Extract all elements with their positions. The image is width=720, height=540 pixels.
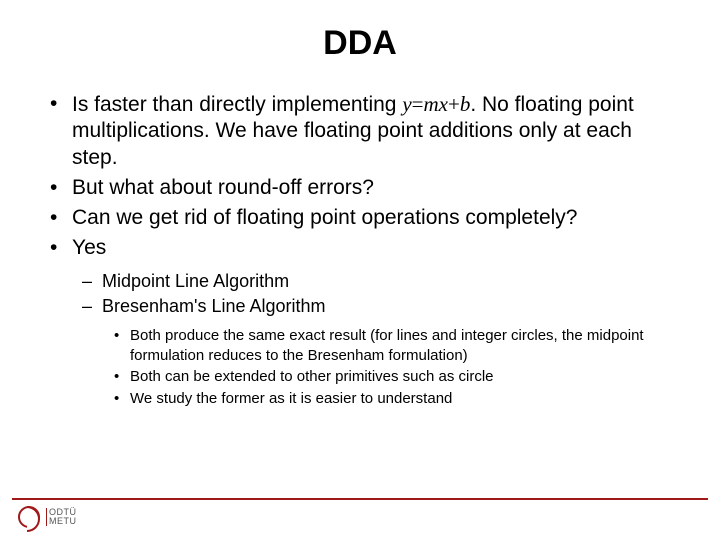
logo-text: ODTÜ METU [46, 508, 77, 526]
bullet-item: Is faster than directly implementing y=m… [40, 91, 680, 171]
logo-icon [18, 506, 40, 528]
footer-divider [12, 498, 708, 500]
bullet-text-pre: Is faster than directly implementing [72, 93, 402, 116]
bullet-text: Midpoint Line Algorithm [102, 271, 289, 291]
footer-logo: ODTÜ METU [0, 506, 720, 528]
bullet-item: Yes Midpoint Line Algorithm Bresenham's … [40, 235, 680, 408]
bullet-text: Can we get rid of floating point operati… [72, 206, 577, 229]
bullet-item: Bresenham's Line Algorithm Both produce … [72, 295, 680, 408]
bullet-list-lvl1: Is faster than directly implementing y=m… [40, 91, 680, 408]
bullet-item: Both can be extended to other primitives… [102, 367, 680, 387]
formula-b: b [460, 92, 471, 116]
slide-footer: ODTÜ METU [0, 498, 720, 528]
bullet-item: Midpoint Line Algorithm [72, 270, 680, 293]
bullet-text: Both produce the same exact result (for … [130, 327, 644, 364]
bullet-item: But what about round-off errors? [40, 175, 680, 201]
bullet-item: We study the former as it is easier to u… [102, 389, 680, 409]
logo-sep-icon [46, 517, 47, 526]
bullet-text: We study the former as it is easier to u… [130, 390, 452, 407]
formula-y: y [402, 92, 411, 116]
logo-bottom: METU [49, 516, 77, 526]
slide: DDA Is faster than directly implementing… [0, 0, 720, 540]
formula-x: x [439, 92, 448, 116]
logo-sep-icon [46, 508, 47, 517]
bullet-text: Bresenham's Line Algorithm [102, 296, 326, 316]
formula-eq: = [412, 92, 424, 116]
bullet-text: Both can be extended to other primitives… [130, 368, 494, 385]
slide-title: DDA [0, 0, 720, 63]
bullet-list-lvl3: Both produce the same exact result (for … [102, 326, 680, 408]
bullet-text: Yes [72, 236, 106, 259]
formula-plus: + [448, 92, 460, 116]
bullet-item: Can we get rid of floating point operati… [40, 205, 680, 231]
bullet-item: Both produce the same exact result (for … [102, 326, 680, 365]
slide-body: Is faster than directly implementing y=m… [0, 63, 720, 408]
bullet-text: But what about round-off errors? [72, 176, 374, 199]
bullet-list-lvl2: Midpoint Line Algorithm Bresenham's Line… [72, 270, 680, 409]
formula-m: m [423, 92, 438, 116]
